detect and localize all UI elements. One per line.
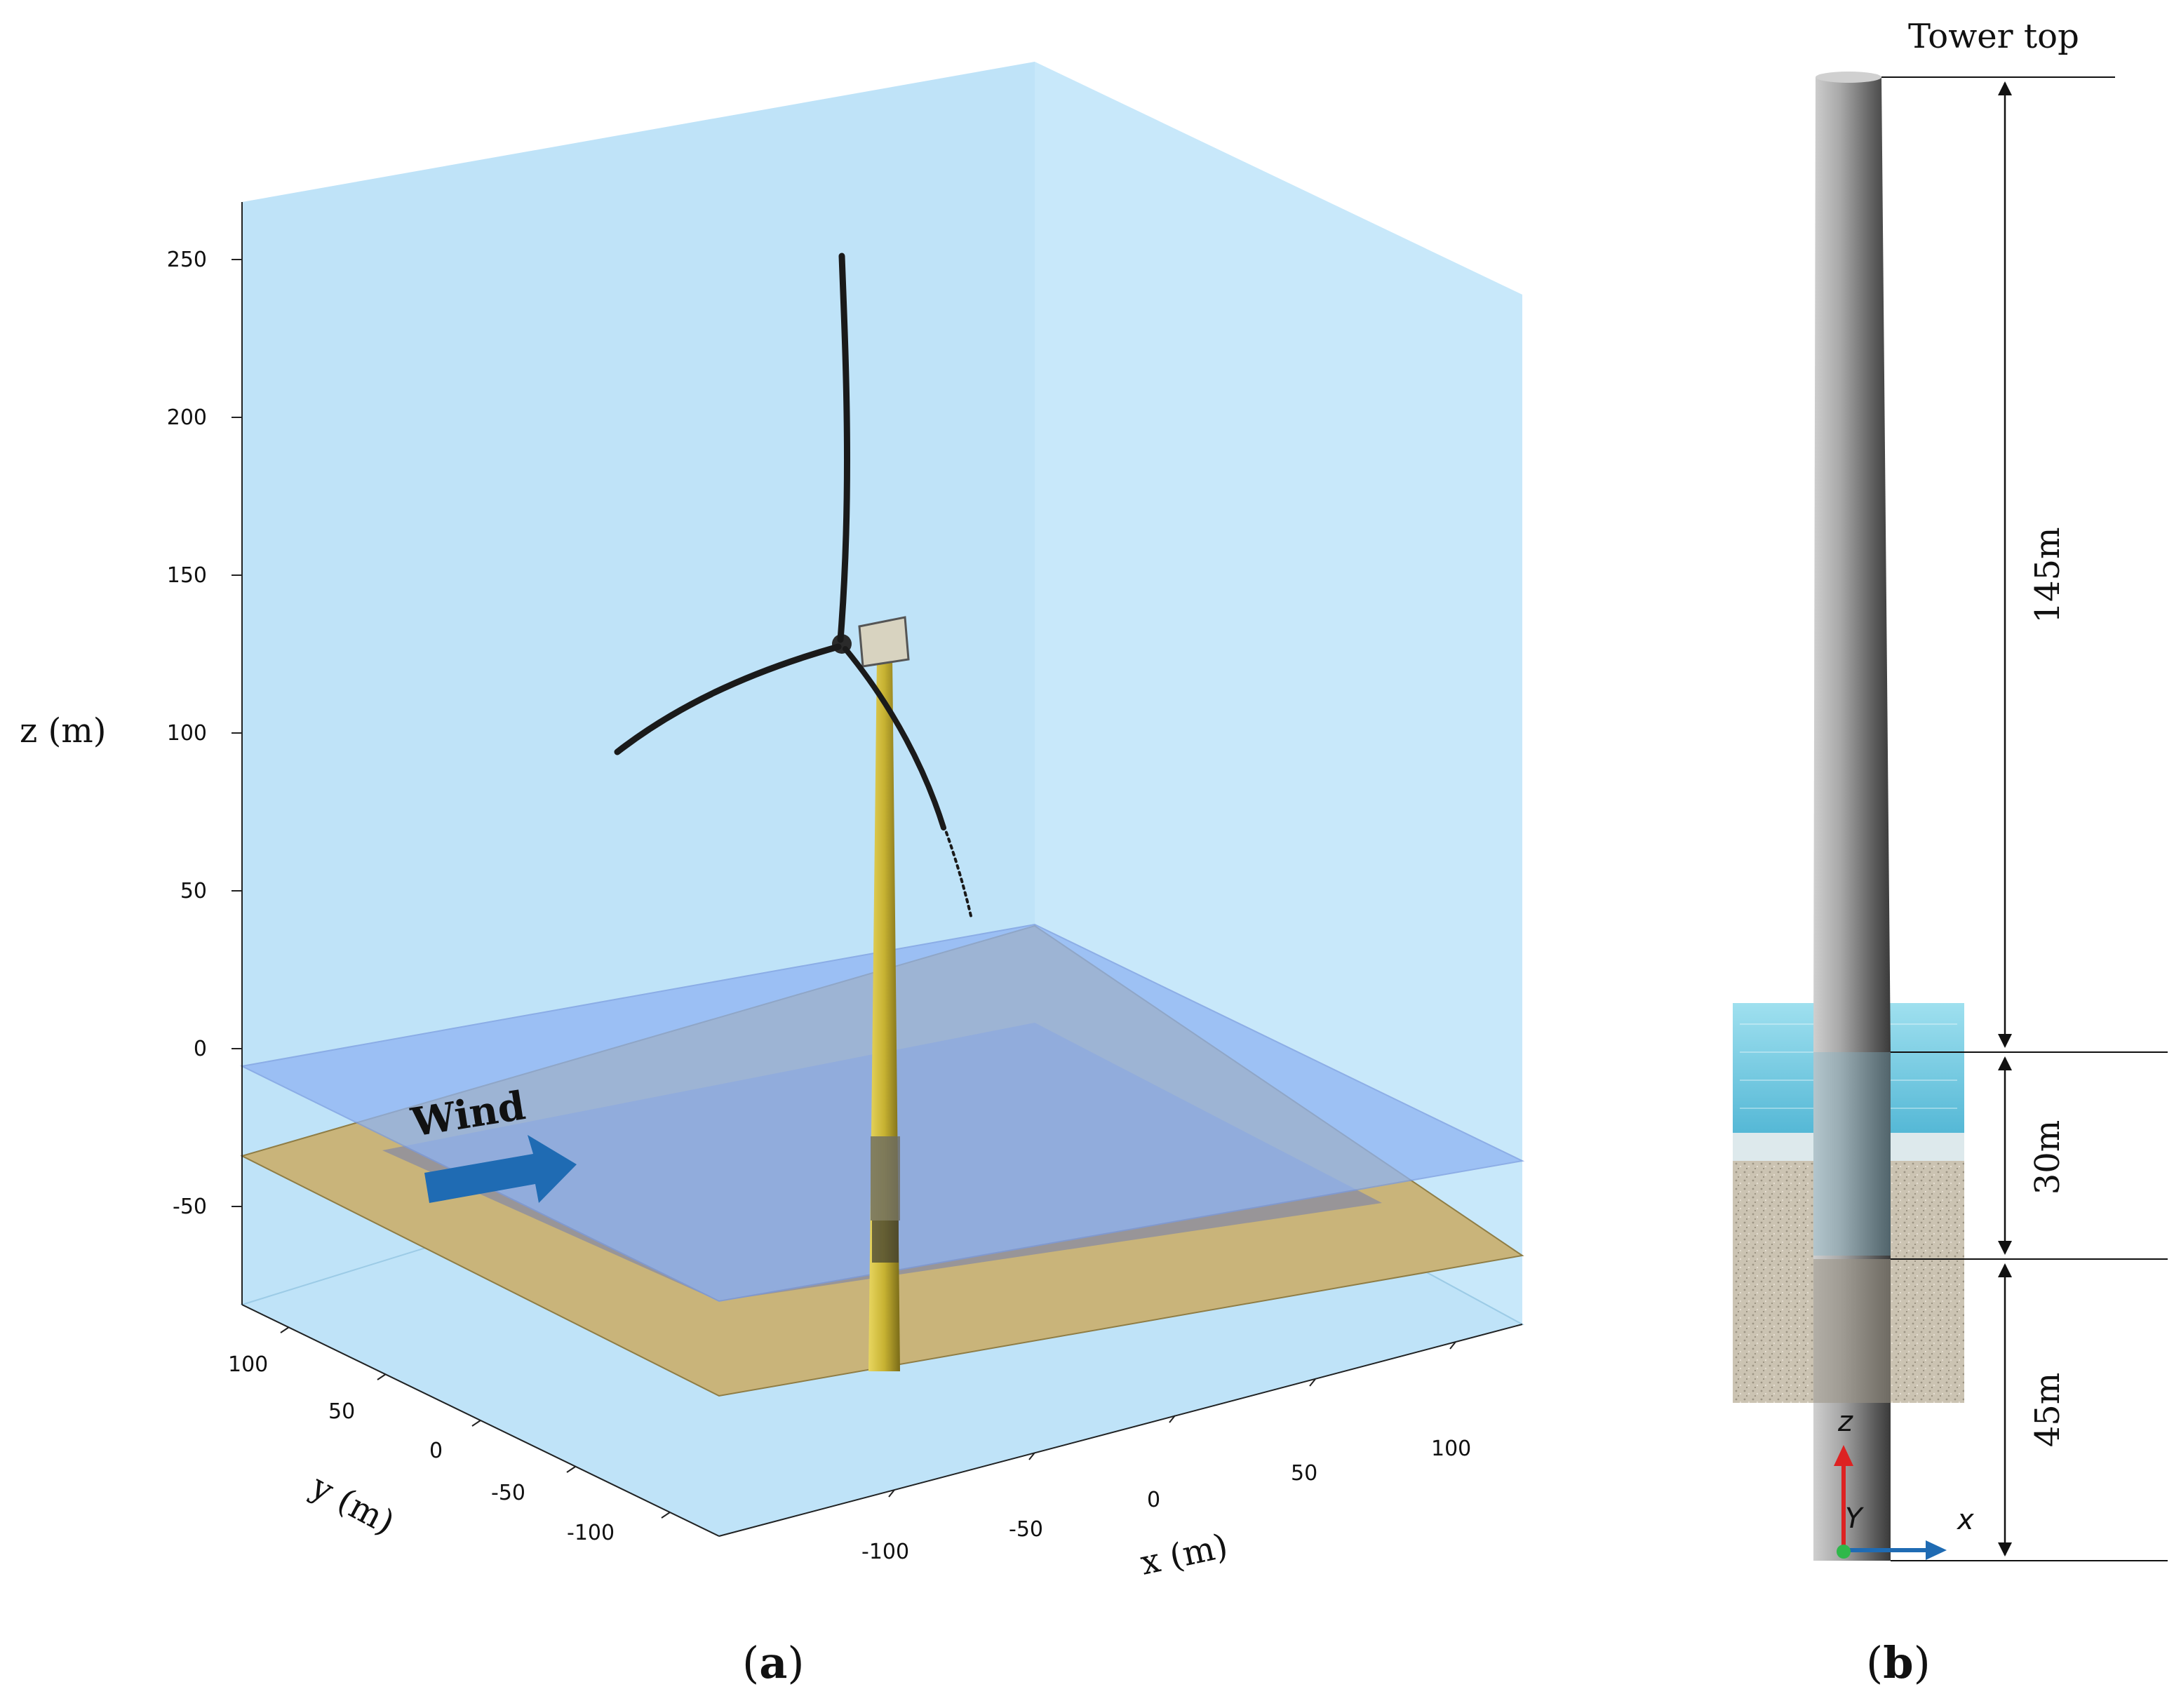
triad-z-label: z xyxy=(1837,1406,1853,1438)
z-axis-ticks: 250 200 150 100 50 0 -50 xyxy=(167,248,242,1219)
z-tick-label: 250 xyxy=(167,248,207,272)
dimension-label-145m: 145m xyxy=(2028,527,2067,623)
triad-y-label: Y xyxy=(1845,1502,1865,1535)
x-tick-label: -50 xyxy=(1009,1517,1043,1542)
y-tick-label: 100 xyxy=(228,1352,268,1377)
z-tick-label: 50 xyxy=(180,879,207,903)
nacelle xyxy=(858,616,910,668)
caption-b: (b) xyxy=(1866,1637,1931,1688)
z-tick-label: 100 xyxy=(167,721,207,746)
rotor-blades xyxy=(614,253,973,920)
dimension-label-45m: 45m xyxy=(2028,1373,2067,1448)
coordinate-triad: z Y x xyxy=(1834,1406,1974,1560)
z-tick-label: 200 xyxy=(167,405,207,430)
x-tick-label: 100 xyxy=(1431,1437,1471,1461)
triad-x-label: x xyxy=(1956,1504,1974,1536)
z-axis-label: z (m) xyxy=(20,711,107,751)
x-tick-label: -100 xyxy=(861,1540,909,1564)
y-tick-label: 0 xyxy=(429,1439,443,1463)
z-tick-label: 150 xyxy=(167,563,207,588)
z-tick-label: 0 xyxy=(194,1037,207,1061)
panel-a-3d-plot: Wind 250 200 150 100 50 0 -50 z (m) xyxy=(20,62,1525,1688)
turbine-tower xyxy=(868,656,900,1371)
y-axis-label: y (m) xyxy=(304,1467,401,1543)
panel-b-tower-schematic: z Y x 145m 30m 45m Tower top (b) xyxy=(1733,17,2168,1688)
x-tick-label: 50 xyxy=(1291,1461,1317,1486)
caption-a: (a) xyxy=(742,1637,805,1688)
x-axis-label: x (m) xyxy=(1137,1526,1231,1583)
y-axis-ticks: 100 50 0 -50 -100 xyxy=(228,1326,671,1545)
tower-top-cap xyxy=(1816,72,1881,83)
tower xyxy=(1813,77,1891,1561)
wind-arrow xyxy=(424,1135,577,1203)
x-tick-label: 0 xyxy=(1147,1488,1160,1512)
y-tick-label: -50 xyxy=(491,1481,525,1505)
z-tick-label: -50 xyxy=(173,1195,207,1219)
dimension-label-30m: 30m xyxy=(2028,1120,2067,1195)
x-axis-ticks: -100 -50 0 50 100 xyxy=(861,1341,1471,1564)
y-tick-label: 50 xyxy=(328,1399,355,1424)
y-tick-label: -100 xyxy=(567,1521,615,1545)
tower-top-label: Tower top xyxy=(1908,17,2079,56)
